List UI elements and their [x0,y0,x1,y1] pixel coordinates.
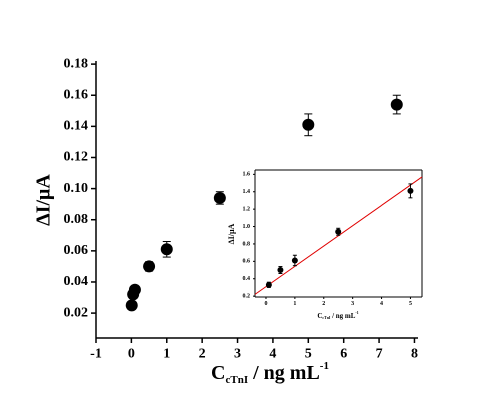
y-tick-label: 0.6 [243,259,251,265]
y-tick-label: 1.4 [243,189,251,195]
x-axis-label: CcTnI / ng mL-1 [211,360,329,386]
x-tick-label: 5 [409,301,412,307]
x-tick-label: 0 [264,301,267,307]
x-label-sub: cTnI [225,374,248,386]
data-point [335,228,342,235]
y-tick-label: 0.02 [64,305,89,320]
x-tick-label: 3 [351,301,354,307]
y-tick-label: 1.6 [243,172,251,178]
data-point [302,118,315,131]
y-tick-label: 0.14 [64,119,89,134]
y-tick-label: 0.4 [243,276,251,282]
x-tick-label: 4 [380,301,383,307]
y-tick-label: 0.10 [64,181,89,196]
x-label-sub: cTnI [322,316,330,320]
x-tick-label: 6 [340,346,347,361]
x-label-rest: / ng mL [330,312,355,320]
y-tick-label: 0.2 [243,294,251,300]
y-tick-label: 0.04 [64,274,89,289]
data-point [265,281,272,288]
x-tick-label: 8 [411,346,418,361]
y-tick-label: 0.06 [64,243,89,258]
y-tick-label: 0.08 [64,212,89,227]
y-tick-label: 1.2 [243,207,251,213]
data-point [277,267,284,274]
x-label-sup: -1 [320,360,329,372]
x-tick-label: 1 [293,301,296,307]
x-axis-label: CcTnI / ng mL-1 [317,311,358,320]
y-tick-label: 0.18 [64,56,89,71]
x-label-main: C [317,312,322,320]
x-tick-label: 3 [234,346,241,361]
x-tick-label: 0 [128,346,135,361]
y-tick-label: 0.16 [64,87,89,102]
x-label-main: C [211,362,225,384]
y-axis-label: ΔI/μA [33,174,55,226]
x-tick-label: 2 [199,346,206,361]
data-point [160,243,173,256]
data-point [143,260,156,273]
x-tick-label: 7 [376,346,383,361]
data-point [390,98,403,111]
y-tick-label: 0.12 [64,150,89,165]
x-tick-label: -1 [90,346,102,361]
y-axis-label: ΔI/μA [227,223,236,244]
x-tick-label: 5 [305,346,312,361]
x-label-sup: -1 [355,311,358,315]
data-point [291,257,298,264]
x-tick-label: 1 [163,346,170,361]
data-point [407,187,414,194]
y-tick-label: 0.8 [243,241,251,247]
x-tick-label: 4 [269,346,276,361]
x-tick-label: 2 [322,301,325,307]
data-point [125,299,138,312]
y-tick-label: 1.0 [243,224,251,230]
data-point [128,283,141,296]
x-label-rest: / ng mL [248,362,320,384]
data-point [213,191,226,204]
